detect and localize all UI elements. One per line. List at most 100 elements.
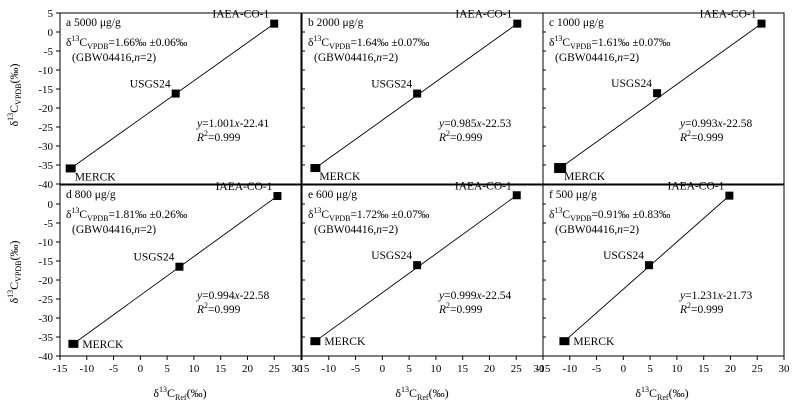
panel-title-f: f 500 μg/g — [549, 189, 597, 201]
point-label-c-iaea-co-1: IAEA-CO-1 — [700, 9, 757, 21]
x-tick-label: 25 — [269, 363, 281, 375]
marker-a-usgs24 — [171, 89, 180, 98]
point-label-a-merck: MERCK — [75, 171, 117, 183]
marker-b-usgs24 — [413, 89, 422, 98]
r-squared-c: R2=0.999 — [679, 129, 724, 144]
r-squared-e: R2=0.999 — [438, 301, 483, 316]
x-tick-label: 10 — [430, 363, 442, 375]
r-squared-d: R2=0.999 — [196, 301, 241, 316]
delta-annotation-b: δ13CVPDB=1.64‰ ±0.07‰ — [308, 34, 430, 51]
point-label-e-merck: MERCK — [324, 336, 366, 348]
y-tick-label: -10 — [38, 65, 53, 77]
x-axis-label-col3: δ13CRef(‰) — [635, 385, 688, 402]
x-tick-label: 30 — [534, 363, 546, 375]
x-tick-label: -5 — [351, 363, 361, 375]
y-tick-label: -25 — [38, 294, 53, 306]
y-tick-label: -40 — [38, 351, 53, 363]
x-tick-label: 10 — [188, 363, 200, 375]
y-tick-label: -30 — [38, 141, 53, 153]
point-label-f-usgs24: USGS24 — [603, 250, 644, 262]
panel-b: IAEA-CO-1 USGS24 MERCK b 2000 μg/g δ13CVPDB=… — [308, 9, 522, 183]
x-tick-label: -15 — [536, 363, 551, 375]
panel-title-e: e 600 μg/g — [308, 189, 357, 201]
sample-annotation-f: (GBW04416,n=2) — [555, 224, 639, 236]
panel-title-b: b 2000 μg/g — [308, 17, 364, 29]
delta-annotation-e: δ13CVPDB=1.72‰ ±0.07‰ — [308, 206, 430, 223]
point-label-d-iaea-co-1: IAEA-CO-1 — [216, 181, 273, 193]
y-tick-label: 5 — [48, 8, 54, 20]
x-tick-label: -15 — [53, 363, 68, 375]
x-tick-label: -10 — [79, 363, 94, 375]
y-tick-label: -40 — [38, 179, 53, 191]
y-tick-label: -30 — [38, 313, 53, 325]
marker-e-iaea-co-1 — [512, 191, 521, 200]
marker-a-merck — [65, 164, 76, 173]
x-tick-label: -5 — [109, 363, 119, 375]
point-label-b-iaea-co-1: IAEA-CO-1 — [455, 9, 512, 21]
x-axis-label-col2: δ13CRef(‰) — [395, 385, 448, 402]
panel-frame-d — [59, 184, 302, 357]
marker-b-iaea-co-1 — [513, 19, 522, 28]
marker-e-merck — [310, 337, 321, 346]
marker-c-iaea-co-1 — [757, 19, 766, 28]
point-label-f-merck: MERCK — [573, 336, 615, 348]
fit-line-d — [73, 195, 278, 345]
y-axis-ticks: 5 0 -5 -10 -15 -20 -25 -30 -35 -40 0 -5 -10 -15 -20 -25… — [38, 8, 546, 363]
y-tick-label: -20 — [38, 103, 53, 115]
panel-f: IAEA-CO-1 USGS24 MERCK f 500 μg/g δ13CVPDB=0… — [549, 181, 753, 349]
panel-title-a: a 5000 μg/g — [66, 17, 121, 29]
x-tick-label: 15 — [457, 363, 469, 375]
marker-c-merck — [554, 163, 567, 174]
y-tick-label: -35 — [38, 332, 53, 344]
fit-equation-c: y=0.993x-22.58 — [679, 118, 753, 130]
x-tick-label: 30 — [292, 363, 304, 375]
sample-annotation-b: (GBW04416,n=2) — [314, 52, 398, 64]
y-tick-label: -25 — [38, 122, 53, 134]
x-tick-label: 5 — [164, 363, 170, 375]
panel-frames — [59, 12, 785, 357]
x-tick-label: 15 — [698, 363, 710, 375]
marker-f-usgs24 — [645, 261, 654, 270]
x-tick-label: -10 — [321, 363, 336, 375]
sample-annotation-d: (GBW04416,n=2) — [72, 224, 156, 236]
point-label-c-merck: MERCK — [564, 171, 606, 183]
x-tick-label: 20 — [484, 363, 496, 375]
point-label-d-usgs24: USGS24 — [134, 252, 175, 264]
sample-annotation-c: (GBW04416,n=2) — [555, 52, 639, 64]
y-axis-label-top: δ13CVPDB(‰) — [6, 63, 23, 126]
x-tick-label: 20 — [242, 363, 254, 375]
x-tick-label: 10 — [671, 363, 683, 375]
fit-equation-e: y=0.999x-22.54 — [438, 290, 512, 302]
sample-annotation-e: (GBW04416,n=2) — [314, 224, 398, 236]
point-label-a-iaea-co-1: IAEA-CO-1 — [212, 9, 269, 21]
fit-equation-a: y=1.001x-22.41 — [196, 118, 270, 130]
point-label-d-merck: MERCK — [82, 339, 124, 351]
x-tick-label: -10 — [562, 363, 577, 375]
x-tick-label: 20 — [725, 363, 737, 375]
y-tick-label: -5 — [44, 218, 54, 230]
panel-e: IAEA-CO-1 USGS24 MERCK e 600 μg/g δ13CVPDB=1… — [308, 180, 521, 348]
delta-annotation-a: δ13CVPDB=1.66‰ ±0.06‰ — [66, 34, 188, 51]
r-squared-a: R2=0.999 — [196, 129, 241, 144]
panel-title-c: c 1000 μg/g — [549, 17, 604, 29]
marker-d-merck — [68, 339, 79, 348]
sample-annotation-a: (GBW04416,n=2) — [72, 52, 156, 64]
y-tick-label: -10 — [38, 237, 53, 249]
y-tick-label: -15 — [38, 256, 53, 268]
point-label-e-iaea-co-1: IAEA-CO-1 — [455, 180, 512, 192]
fit-equation-f: y=1.231x-21.73 — [679, 290, 753, 302]
marker-c-usgs24 — [653, 89, 662, 98]
delta-annotation-d: δ13CVPDB=1.81‰ ±0.26‰ — [66, 206, 188, 223]
x-axis-ticks: -15 -10 -5 0 5 10 15 20 25 30-15 -10 -5 0 5 10 15 20 25 30… — [53, 356, 790, 375]
y-tick-label: 0 — [48, 199, 54, 211]
y-tick-label: -5 — [44, 46, 54, 58]
panel-c: IAEA-CO-1 USGS24 MERCK c 1000 μg/g δ13CVPDB=… — [549, 9, 766, 183]
y-tick-label: -15 — [38, 84, 53, 96]
point-label-b-merck: MERCK — [319, 171, 361, 183]
point-label-e-usgs24: USGS24 — [371, 250, 412, 262]
y-tick-label: -20 — [38, 275, 53, 287]
x-tick-label: 30 — [779, 363, 791, 375]
panel-frame-c — [542, 12, 785, 185]
point-label-a-usgs24: USGS24 — [130, 79, 171, 91]
